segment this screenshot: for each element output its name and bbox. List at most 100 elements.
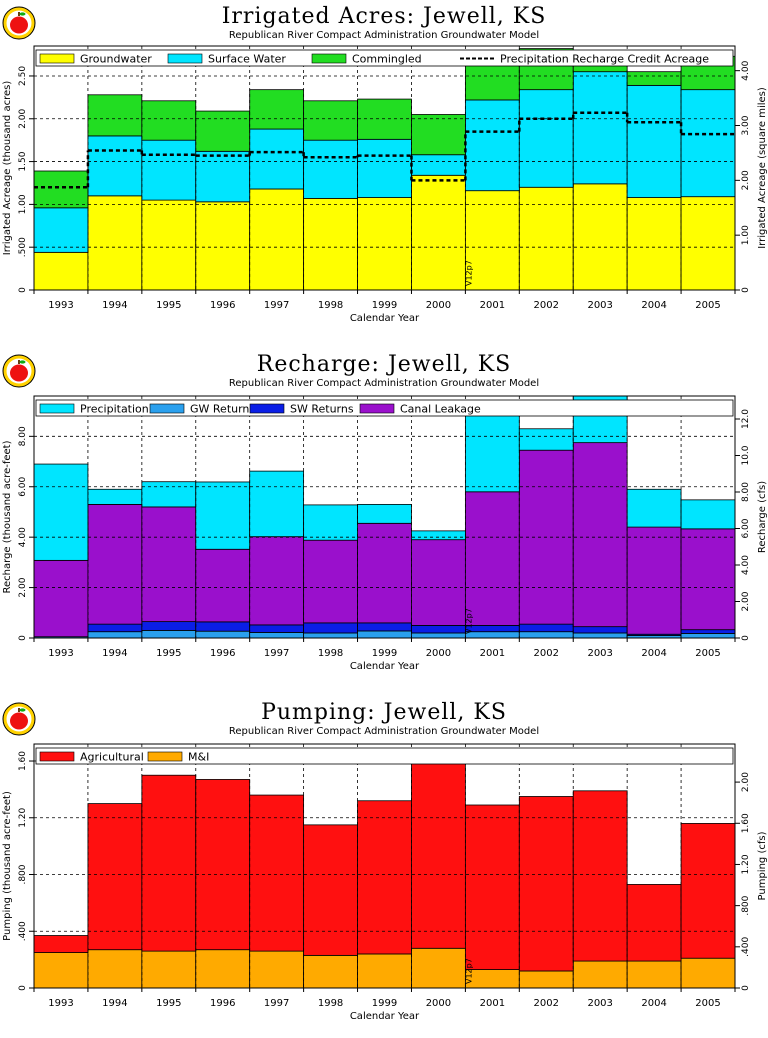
bar-agricultural-2003	[572, 790, 628, 962]
right-y-tick-label: 2.00	[741, 772, 751, 792]
right-y-tick-label: 4.00	[741, 555, 751, 575]
apple-logo-icon	[2, 6, 36, 40]
chart-subtitle: Republican River Compact Administration …	[228, 726, 540, 737]
bar-precipitation-1996	[195, 481, 251, 550]
x-tick-label: 1995	[156, 998, 181, 1009]
x-tick-label: 1998	[318, 998, 343, 1009]
right-y-tick-label: 1.20	[741, 854, 751, 874]
bar-canal-leakage-2000	[411, 539, 466, 626]
x-tick-label: 1997	[264, 998, 289, 1009]
legend-label: Precipitation	[80, 403, 149, 416]
bar-precipitation-1997	[249, 470, 305, 538]
bar-groundwater-1995	[141, 199, 197, 291]
x-tick-label: 2003	[587, 998, 612, 1009]
bar-commingled-2000	[411, 114, 466, 156]
bar-groundwater-2005	[680, 196, 736, 291]
y-tick-label: 2.00	[18, 108, 28, 128]
y-tick-label: .400	[18, 921, 28, 941]
legend-label: Precipitation Recharge Credit Acreage	[500, 53, 709, 66]
y-tick-label: 2.50	[18, 66, 28, 86]
bar-groundwater-1999	[357, 197, 412, 291]
right-y-tick-label: 0	[741, 287, 751, 293]
bar-surface-water-1997	[249, 128, 305, 190]
legend-label: Groundwater	[80, 53, 152, 66]
x-tick-label: 2004	[641, 998, 666, 1009]
x-tick-label: 1998	[318, 648, 343, 659]
bar-surface-water-1995	[141, 139, 197, 201]
y-tick-label: 1.50	[18, 151, 28, 171]
bar-canal-leakage-1997	[249, 536, 305, 626]
bar-groundwater-1998	[303, 197, 358, 291]
bar-canal-leakage-2003	[572, 442, 628, 628]
right-y-tick-label: 10.0	[741, 445, 751, 465]
x-tick-label: 2005	[695, 648, 720, 659]
bar-groundwater-1993	[33, 251, 89, 291]
chart-title: Recharge: Jewell, KS	[256, 352, 512, 377]
x-tick-label: 1997	[264, 300, 289, 311]
bar-sw-returns-1999	[357, 622, 412, 632]
x-tick-label: 1997	[264, 648, 289, 659]
legend-swatch-agricultural	[39, 751, 75, 762]
chart-subtitle: Republican River Compact Administration …	[228, 30, 540, 41]
x-tick-label: 2003	[587, 648, 612, 659]
bar-commingled-1999	[357, 98, 412, 140]
legend-swatch-gw-returns	[149, 403, 185, 414]
bar-sw-returns-2001	[464, 624, 520, 633]
right-y-tick-label: 6.00	[741, 518, 751, 538]
bar-precipitation-1998	[303, 504, 358, 541]
bar-canal-leakage-1994	[87, 503, 143, 625]
x-tick-label: 2002	[534, 998, 559, 1009]
bar-precipitation-1994	[87, 488, 143, 505]
bar-groundwater-2001	[464, 190, 520, 291]
bar-gw-returns-1994	[87, 631, 143, 639]
legend-swatch-commingled	[311, 53, 347, 64]
x-tick-label: 2004	[641, 300, 666, 311]
x-axis-title: Calendar Year	[350, 313, 420, 324]
version-annotation: V12p7	[464, 260, 473, 286]
bar-precipitation-2004	[626, 488, 682, 528]
right-y-tick-label: 2.00	[741, 170, 751, 190]
bar-canal-leakage-1995	[141, 506, 197, 623]
bar-canal-leakage-2004	[626, 526, 682, 635]
bar-agricultural-1998	[303, 824, 358, 956]
bar-m-i-2002	[518, 970, 574, 989]
bar-canal-leakage-1998	[303, 539, 358, 624]
bar-canal-leakage-2005	[680, 528, 736, 631]
bar-groundwater-1994	[87, 195, 143, 291]
y-tick-label: 8.00	[18, 426, 28, 446]
x-tick-label: 1994	[102, 998, 127, 1009]
bar-surface-water-2005	[680, 89, 736, 198]
recharge-panel: Recharge: Jewell, KS Republican River Co…	[0, 348, 768, 690]
right-y-axis-title: Recharge (cfs)	[757, 481, 768, 553]
bar-gw-returns-2003	[572, 632, 628, 639]
legend-box	[35, 49, 734, 67]
x-tick-label: 2005	[695, 300, 720, 311]
bar-gw-returns-1997	[249, 632, 305, 639]
y-tick-label: 1.00	[18, 194, 28, 214]
legend-swatch-m-i	[147, 751, 183, 762]
bar-surface-water-1996	[195, 150, 251, 203]
y-tick-label: 6.00	[18, 476, 28, 496]
bar-agricultural-2002	[518, 796, 574, 972]
y-tick-label: .500	[18, 237, 28, 257]
bar-m-i-2001	[464, 969, 520, 989]
x-tick-label: 1996	[210, 648, 235, 659]
y-axis-title: Irrigated Acreage (thousand acres)	[2, 81, 13, 256]
apple-logo-icon	[2, 354, 36, 388]
irrigated-acres-chart: Groundwater Surface Water Commingled Precip…	[2, 45, 768, 324]
bar-precipitation-1993	[33, 463, 89, 561]
bar-m-i-1994	[87, 949, 143, 989]
legend-box	[35, 747, 734, 765]
legend-swatch-groundwater	[39, 53, 75, 64]
y-tick-label: 2.00	[18, 577, 28, 597]
y-tick-label: 4.00	[18, 527, 28, 547]
bar-surface-water-2003	[572, 71, 628, 185]
legend-swatch-precipitation	[39, 403, 75, 414]
pumping-panel: Pumping: Jewell, KS Republican River Com…	[0, 696, 768, 1038]
bar-agricultural-2005	[680, 823, 736, 959]
bar-surface-water-2001	[464, 99, 520, 192]
bar-m-i-2000	[411, 947, 466, 989]
chart-title: Irrigated Acres: Jewell, KS	[221, 4, 547, 29]
bar-surface-water-2002	[518, 89, 574, 188]
bar-agricultural-1995	[141, 774, 197, 952]
